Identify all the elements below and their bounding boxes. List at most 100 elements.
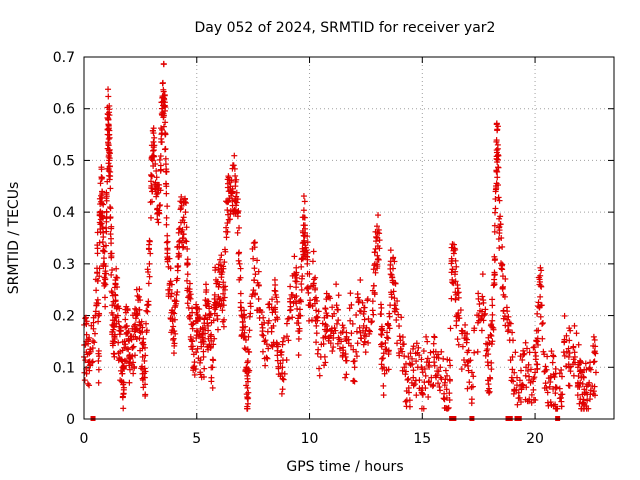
data-point: [570, 343, 577, 350]
data-point: [210, 357, 217, 364]
data-point: [105, 160, 112, 167]
data-point: [361, 304, 368, 311]
data-point: [228, 192, 235, 199]
data-point: [152, 186, 159, 193]
data-point: [491, 222, 498, 229]
data-point: [577, 359, 584, 366]
data-point: [154, 216, 161, 223]
data-point: [166, 255, 173, 262]
data-point: [488, 332, 495, 339]
data-point: [95, 357, 102, 364]
data-point: [89, 345, 96, 352]
data-point: [229, 197, 236, 204]
data-point: [105, 116, 112, 123]
data-point: [371, 249, 378, 256]
data-point: [144, 266, 151, 273]
data-point: [329, 348, 336, 355]
data-point: [167, 278, 174, 285]
data-point: [166, 286, 173, 293]
data-point: [424, 338, 431, 345]
data-point: [161, 96, 168, 103]
data-point: [217, 295, 224, 302]
data-point: [209, 364, 216, 371]
data-point: [359, 299, 366, 306]
data-point: [502, 275, 509, 282]
data-point: [500, 315, 507, 322]
x-tick-label: 15: [413, 431, 431, 447]
data-point: [164, 258, 171, 265]
data-point: [153, 174, 160, 181]
data-point: [233, 176, 240, 183]
data-point: [102, 263, 109, 270]
data-point: [377, 301, 384, 308]
data-point: [310, 248, 317, 255]
data-point: [153, 191, 160, 198]
data-point: [509, 329, 516, 336]
data-point: [202, 281, 209, 288]
data-points: [81, 60, 599, 421]
data-point: [361, 308, 368, 315]
data-point: [339, 328, 346, 335]
data-point: [489, 302, 496, 309]
data-point: [280, 334, 287, 341]
data-point: [237, 290, 244, 297]
data-point: [99, 188, 106, 195]
data-point: [287, 298, 294, 305]
data-point: [192, 366, 199, 373]
data-point: [283, 320, 290, 327]
data-point: [374, 252, 381, 259]
data-point: [84, 380, 91, 387]
data-point: [96, 310, 103, 317]
data-point: [399, 334, 406, 341]
data-point: [420, 348, 427, 355]
data-point: [109, 267, 116, 274]
data-point: [304, 239, 311, 246]
data-point: [254, 257, 261, 264]
data-point: [565, 345, 572, 352]
data-point: [485, 362, 492, 369]
data-point: [561, 352, 568, 359]
data-point: [287, 283, 294, 290]
data-point: [390, 254, 397, 261]
data-point: [509, 353, 516, 360]
data-point: [442, 367, 449, 374]
data-point: [295, 335, 302, 342]
data-point: [92, 308, 99, 315]
data-point: [241, 345, 248, 352]
data-point: [410, 382, 417, 389]
data-point: [494, 123, 501, 130]
data-point: [534, 365, 541, 372]
data-point: [162, 119, 169, 126]
data-point: [373, 238, 380, 245]
data-point: [173, 291, 180, 298]
data-point: [321, 353, 328, 360]
data-point: [224, 220, 231, 227]
data-point: [148, 173, 155, 180]
data-point: [447, 325, 454, 332]
data-point: [245, 333, 252, 340]
data-point: [504, 328, 511, 335]
data-point: [313, 297, 320, 304]
data-point: [224, 228, 231, 235]
y-axis-label: SRMTID / TECUs: [6, 182, 22, 295]
data-point: [158, 135, 165, 142]
data-point: [160, 86, 167, 93]
data-point: [234, 196, 241, 203]
data-point: [145, 280, 152, 287]
data-point: [440, 355, 447, 362]
data-point: [278, 390, 285, 397]
data-point: [108, 253, 115, 260]
data-point: [395, 350, 402, 357]
data-point: [333, 302, 340, 309]
data-point: [558, 391, 565, 398]
data-point: [216, 296, 223, 303]
data-point: [193, 327, 200, 334]
data-point: [397, 337, 404, 344]
data-point: [335, 317, 342, 324]
data-point: [149, 198, 156, 205]
data-point: [85, 340, 92, 347]
data-point: [420, 405, 427, 412]
data-point: [262, 362, 269, 369]
data-point: [322, 321, 329, 328]
data-point: [245, 389, 252, 396]
